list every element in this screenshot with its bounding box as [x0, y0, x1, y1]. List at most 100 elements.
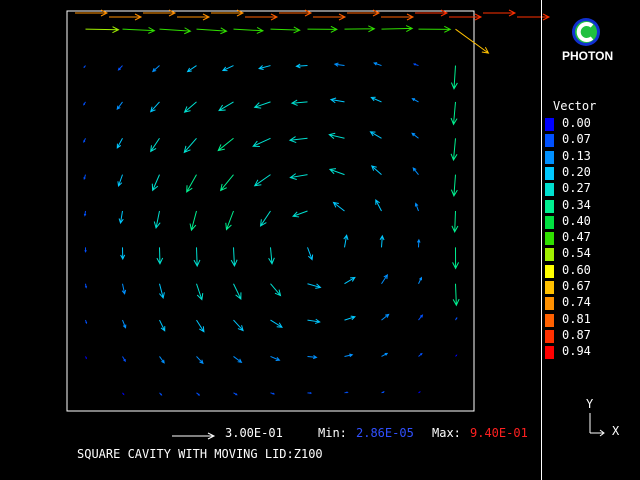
legend-swatch — [545, 248, 554, 262]
vector-arrow — [455, 28, 490, 54]
legend-swatch — [545, 297, 554, 311]
vector-arrow — [344, 353, 354, 358]
legend-title: Vector — [553, 99, 597, 113]
vector-arrow — [116, 101, 123, 111]
vector-arrow — [279, 9, 313, 17]
vector-arrow — [85, 319, 88, 325]
vector-arrow — [83, 138, 86, 143]
vector-arrow — [109, 13, 143, 21]
vector-arrow — [84, 283, 88, 289]
vector-arrow — [116, 138, 123, 149]
vector-arrow — [159, 356, 165, 364]
vector-arrow — [253, 174, 271, 187]
legend-value: 0.94 — [562, 344, 591, 359]
vector-arrow — [328, 132, 345, 139]
vector-arrows — [75, 9, 551, 396]
max-label: Max: — [432, 426, 461, 440]
legend-value: 0.00 — [562, 116, 591, 130]
vector-arrow — [452, 247, 460, 270]
vector-arrow — [450, 101, 458, 126]
vector-arrow — [196, 27, 228, 35]
vector-arrow — [347, 9, 381, 17]
vector-arrow — [344, 276, 356, 285]
vector-arrow — [230, 247, 238, 268]
legend-value: 0.47 — [562, 230, 591, 245]
vector-arrow — [307, 247, 314, 261]
x-axis-label: X — [612, 424, 620, 438]
vector-arrow — [233, 283, 242, 300]
vector-arrow — [149, 101, 160, 113]
min-label: Min: — [318, 426, 347, 440]
legend-swatch — [545, 329, 554, 343]
vector-arrow — [375, 199, 382, 212]
vector-arrow — [193, 247, 201, 268]
vector-arrow — [270, 26, 301, 34]
vector-arrow — [418, 314, 424, 321]
vector-arrow — [219, 174, 234, 192]
vector-arrow — [268, 247, 275, 265]
vector-arrow — [117, 174, 123, 188]
legend-value: 0.87 — [562, 327, 591, 342]
vector-arrow — [344, 391, 349, 394]
cavity-boundary — [66, 10, 475, 412]
vector-arrow — [196, 283, 204, 301]
vector-arrow — [186, 174, 197, 193]
vector-arrow — [177, 13, 211, 21]
legend-swatch — [545, 215, 554, 229]
vector-arrow — [418, 276, 422, 284]
vector-arrow — [83, 101, 86, 106]
vector-arrow — [83, 174, 86, 181]
vector-arrow — [156, 247, 164, 265]
vector-arrow — [233, 356, 243, 364]
vector-arrow — [159, 283, 165, 299]
vector-arrow — [84, 247, 87, 253]
vector-arrow — [414, 202, 419, 212]
vector-arrow — [270, 319, 283, 328]
vector-arrow — [270, 392, 276, 395]
vector-arrow — [328, 168, 345, 176]
vector-arrow — [159, 319, 166, 332]
vector-arrow — [259, 210, 271, 227]
vector-arrow — [307, 391, 313, 395]
legend-value: 0.81 — [562, 311, 591, 326]
vector-arrow — [381, 273, 389, 285]
vector-arrow — [333, 62, 345, 67]
legend-swatch — [545, 264, 554, 278]
vector-arrow — [189, 210, 197, 232]
vector-arrow — [370, 96, 382, 103]
vector-arrow — [455, 354, 458, 357]
vector-arrow — [381, 313, 390, 321]
vector-arrow — [252, 137, 271, 147]
vector-arrow — [233, 319, 244, 332]
vector-arrow — [117, 65, 123, 71]
vector-arrow — [452, 283, 460, 307]
vector-arrow — [288, 136, 308, 144]
vector-arrow — [153, 210, 161, 230]
vector-arrow — [370, 165, 382, 176]
vector-arrow — [75, 9, 109, 17]
vector-arrow — [449, 13, 483, 21]
vector-arrow — [307, 355, 318, 360]
legend-swatch — [545, 313, 554, 327]
vector-arrow — [253, 101, 271, 109]
vector-arrow — [151, 65, 160, 73]
legend-value: 0.74 — [562, 295, 591, 310]
vector-arrow — [381, 25, 414, 32]
min-value: 2.86E-05 — [356, 426, 414, 440]
vector-arrow — [150, 137, 160, 153]
vector-arrow — [118, 210, 124, 225]
vector-arrow — [451, 210, 459, 234]
vector-arrow — [369, 131, 382, 139]
vector-arrow — [332, 201, 345, 212]
legend-value: 0.67 — [562, 279, 591, 293]
vector-arrow — [381, 13, 415, 21]
legend-value: 0.40 — [562, 213, 591, 228]
vector-arrow — [295, 63, 308, 69]
legend-value: 0.27 — [562, 181, 591, 196]
vector-arrow — [373, 62, 382, 67]
legend-value: 0.54 — [562, 246, 591, 261]
vector-arrow — [290, 99, 308, 106]
legend-swatch — [545, 150, 554, 164]
vector-arrow — [411, 132, 419, 139]
